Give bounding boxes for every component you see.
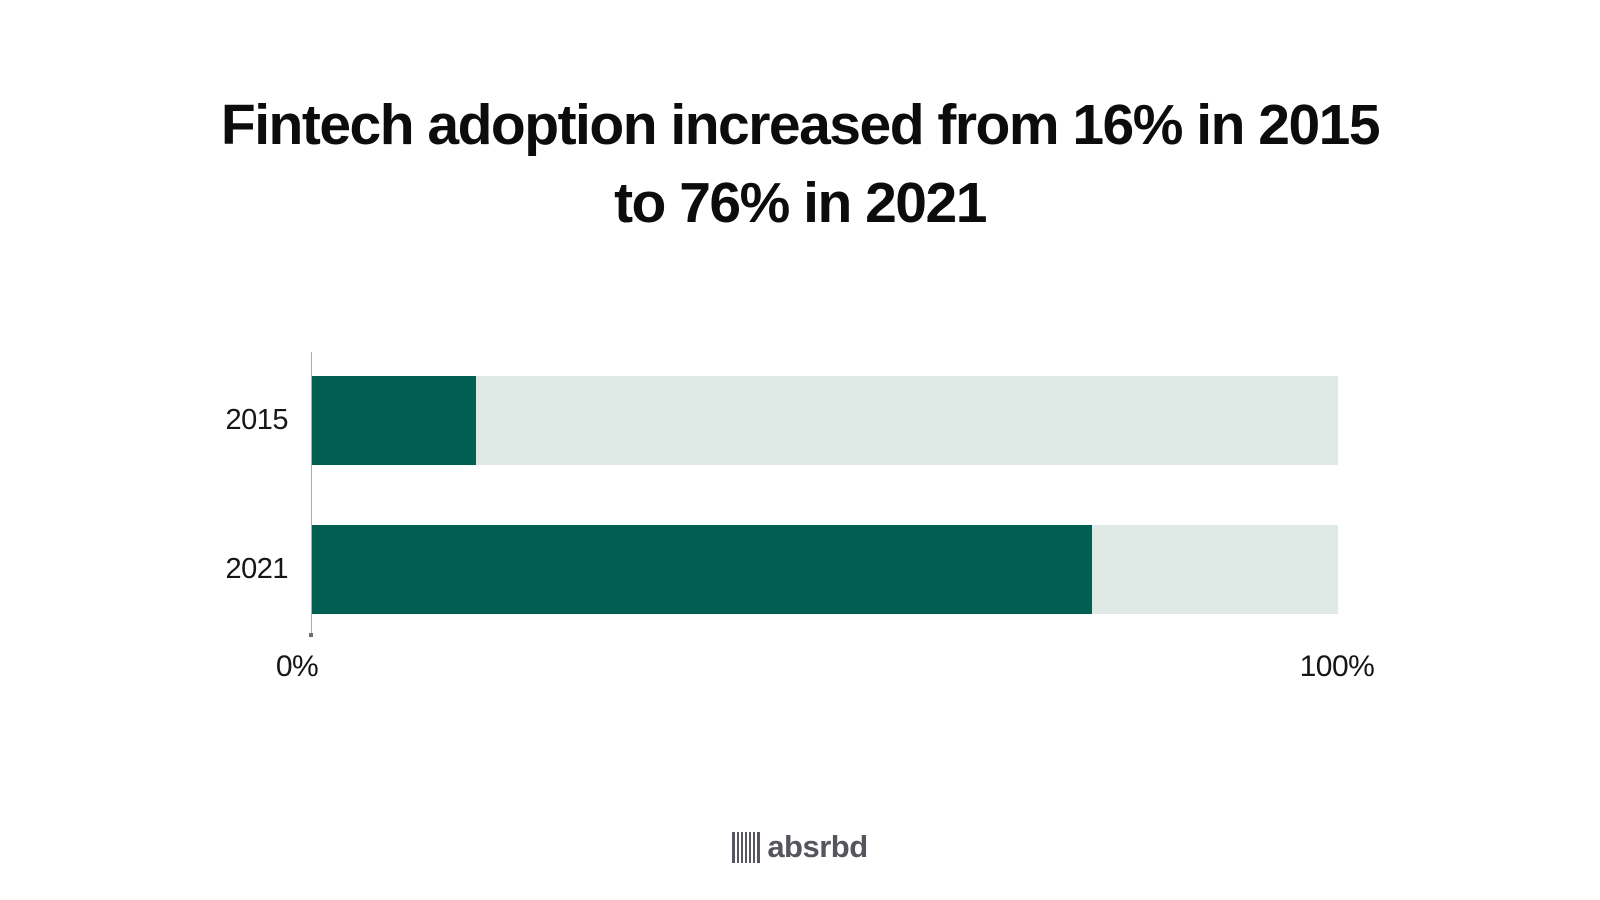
bar-label-2015: 2015 [225, 404, 288, 436]
chart-title: Fintech adoption increased from 16% in 2… [0, 86, 1600, 242]
chart-title-line1: Fintech adoption increased from 16% in 2… [220, 93, 1381, 157]
x-axis-tick-100: 100% [1299, 650, 1375, 683]
absrbd-logo: absrbd [0, 829, 1600, 865]
bar-label-2021: 2021 [225, 553, 288, 585]
y-axis-line [311, 352, 312, 636]
bar-track-2021 [312, 525, 1338, 614]
bar-fill-2015 [312, 376, 477, 465]
bar-track-2015 [312, 376, 1338, 465]
bar-fill-2021 [312, 525, 1092, 614]
y-axis-end-tick [309, 633, 313, 637]
barcode-icon [732, 831, 761, 863]
logo-text: absrbd [767, 829, 868, 864]
chart-title-line2: to 76% in 2021 [614, 171, 987, 235]
x-axis-tick-0: 0% [275, 650, 319, 683]
